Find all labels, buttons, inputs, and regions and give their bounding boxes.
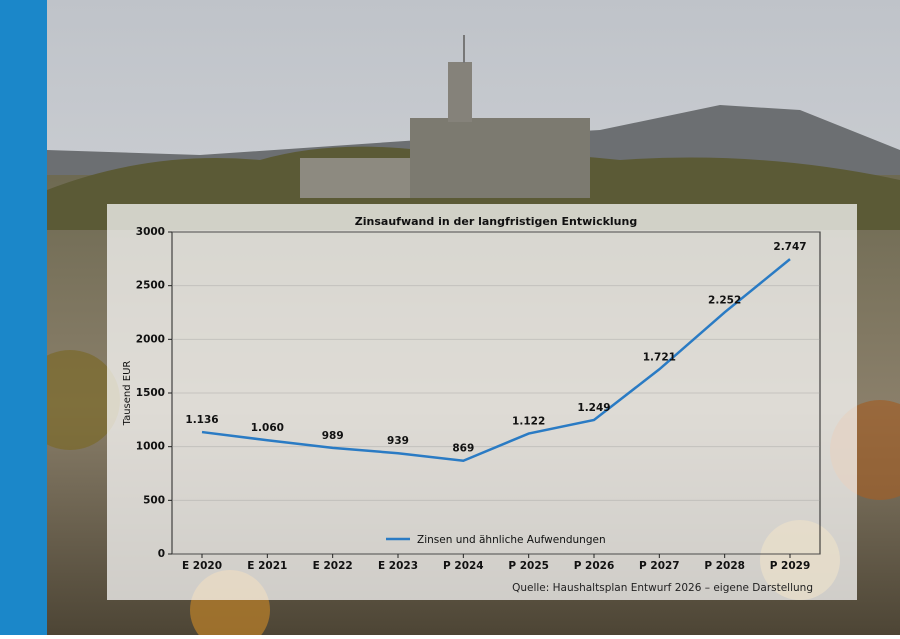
x-tick-label: E 2021: [247, 560, 287, 572]
data-label: 1.249: [577, 402, 610, 414]
x-tick-label: P 2024: [443, 560, 484, 572]
y-tick-label: 2500: [136, 280, 165, 292]
y-axis-label: Tausend EUR: [122, 361, 133, 427]
data-label: 1.122: [512, 416, 545, 428]
data-line: [201, 258, 791, 463]
data-label: 2.747: [773, 241, 806, 253]
y-tick-label: 1500: [136, 387, 165, 399]
chart-panel: [107, 204, 857, 600]
x-tick-label: P 2028: [704, 560, 745, 572]
x-tick-label: P 2025: [508, 560, 549, 572]
data-label: 1.060: [251, 422, 284, 434]
y-tick-label: 0: [158, 548, 165, 560]
y-tick-label: 500: [143, 494, 165, 506]
data-label: 2.252: [708, 294, 741, 306]
y-tick-label: 2000: [136, 333, 165, 345]
data-label: 869: [452, 443, 474, 455]
x-tick-label: E 2023: [378, 560, 418, 572]
data-label: 1.136: [185, 414, 218, 426]
legend-label: Zinsen und ähnliche Aufwendungen: [417, 534, 606, 546]
data-label: 939: [387, 435, 409, 447]
data-label: 1.721: [643, 351, 676, 363]
data-label: 989: [322, 430, 344, 442]
x-tick-label: P 2026: [574, 560, 615, 572]
x-tick-label: E 2022: [313, 560, 353, 572]
side-bar: [0, 0, 47, 635]
source-note: Quelle: Haushaltsplan Entwurf 2026 – eig…: [512, 582, 813, 594]
x-tick-label: P 2029: [770, 560, 811, 572]
y-tick-label: 3000: [136, 226, 165, 238]
chart-title: Zinsaufwand in der langfristigen Entwick…: [355, 215, 637, 228]
y-tick-label: 1000: [136, 441, 165, 453]
x-tick-label: E 2020: [182, 560, 222, 572]
x-tick-label: P 2027: [639, 560, 680, 572]
